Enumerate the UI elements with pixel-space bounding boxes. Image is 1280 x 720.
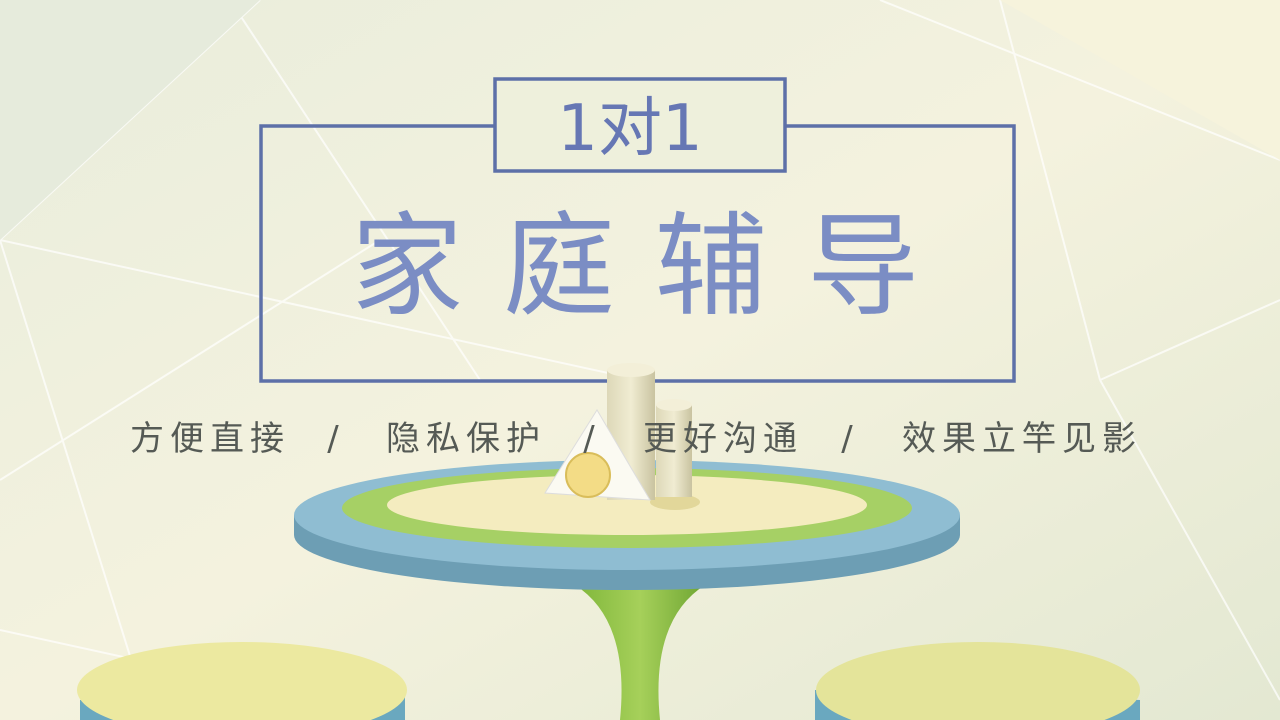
separator: / — [841, 419, 858, 459]
stool-right — [816, 642, 1140, 720]
tagline: 更好沟通 — [643, 419, 803, 459]
separator: / — [327, 419, 344, 459]
badge: 1对1 — [557, 92, 702, 166]
stool-left — [77, 642, 407, 720]
candle — [656, 405, 692, 497]
table-center — [387, 475, 867, 535]
candle-top — [607, 363, 655, 377]
tagline: 方便直接 — [130, 419, 290, 459]
facet — [1000, 0, 1280, 160]
flower — [565, 452, 611, 498]
tagline: 隐私保护 — [386, 419, 546, 459]
candle-base — [650, 494, 700, 510]
candle-top — [656, 399, 692, 411]
table-stem — [575, 585, 705, 720]
separator: / — [583, 419, 600, 459]
tagline: 效果立竿见影 — [902, 419, 1142, 459]
badge-box — [493, 77, 787, 173]
facet — [0, 0, 260, 240]
title: 家庭辅导 — [351, 202, 959, 332]
